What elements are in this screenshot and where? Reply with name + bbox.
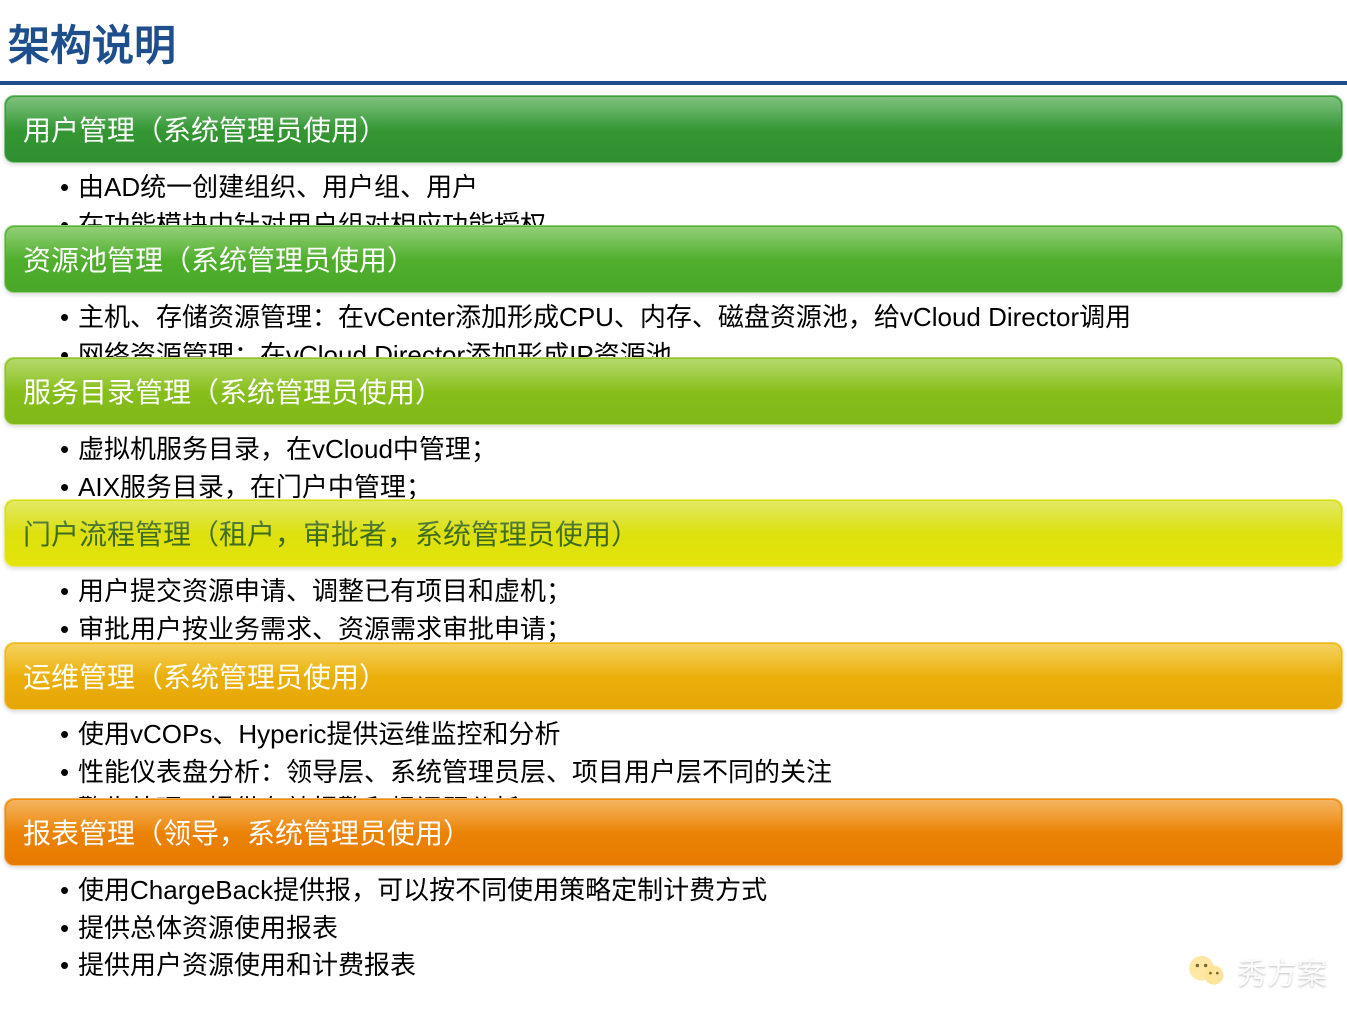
bullet-item: 性能仪表盘分析：领导层、系统管理员层、项目用户层不同的关注 xyxy=(60,754,1347,792)
bullet-item: 使用ChargeBack提供报，可以按不同使用策略定制计费方式 xyxy=(60,872,1347,910)
bullet-item: 使用vCOPs、Hyperic提供运维监控和分析 xyxy=(60,716,1347,754)
bullet-item: AIX服务目录，在门户中管理； xyxy=(60,469,1347,499)
section-title: 用户管理（系统管理员使用） xyxy=(23,109,387,149)
bullet-item: 在功能模块中针对用户组对相应功能授权 xyxy=(60,207,1347,225)
bullet-item: 提供用户资源使用和计费报表 xyxy=(60,947,1347,985)
wechat-icon xyxy=(1185,949,1229,993)
section-header-resource-pool: 资源池管理（系统管理员使用） xyxy=(4,225,1343,293)
section-header-ops-mgmt: 运维管理（系统管理员使用） xyxy=(4,642,1343,710)
bullet-item: 审批用户按业务需求、资源需求审批申请； xyxy=(60,611,1347,642)
page-title: 架构说明 xyxy=(0,0,1347,81)
section-body-ops-mgmt: 使用vCOPs、Hyperic提供运维监控和分析性能仪表盘分析：领导层、系统管理… xyxy=(0,710,1347,798)
section-ops-mgmt: 运维管理（系统管理员使用） 使用vCOPs、Hyperic提供运维监控和分析性能仪… xyxy=(0,642,1347,798)
section-portal-flow: 门户流程管理（租户，审批者，系统管理员使用） 用户提交资源申请、调整已有项目和虚机… xyxy=(0,499,1347,642)
section-title: 门户流程管理（租户，审批者，系统管理员使用） xyxy=(23,513,639,553)
section-service-catalog: 服务目录管理（系统管理员使用） 虚拟机服务目录，在vCloud中管理；AIX服务目… xyxy=(0,357,1347,499)
section-body-resource-pool: 主机、存储资源管理：在vCenter添加形成CPU、内存、磁盘资源池，给vClo… xyxy=(0,293,1347,357)
section-resource-pool: 资源池管理（系统管理员使用） 主机、存储资源管理：在vCenter添加形成CPU、… xyxy=(0,225,1347,357)
section-title: 报表管理（领导，系统管理员使用） xyxy=(23,812,471,852)
section-body-report-mgmt: 使用ChargeBack提供报，可以按不同使用策略定制计费方式提供总体资源使用报… xyxy=(0,866,1347,991)
sections-container: 用户管理（系统管理员使用） 由AD统一创建组织、用户组、用户在功能模块中针对用户组… xyxy=(0,95,1347,998)
bullet-item: 由AD统一创建组织、用户组、用户 xyxy=(60,169,1347,207)
section-body-user-mgmt: 由AD统一创建组织、用户组、用户在功能模块中针对用户组对相应功能授权 xyxy=(0,163,1347,225)
bullet-item: 网络资源管理：在vCloud Director添加形成IP资源池 xyxy=(60,337,1347,357)
watermark: 秀方案 xyxy=(1185,949,1327,993)
bullet-item: 提供总体资源使用报表 xyxy=(60,910,1347,948)
bullet-item: 用户提交资源申请、调整已有项目和虚机； xyxy=(60,573,1347,611)
section-title: 服务目录管理（系统管理员使用） xyxy=(23,371,443,411)
section-title: 资源池管理（系统管理员使用） xyxy=(23,239,415,279)
section-header-service-catalog: 服务目录管理（系统管理员使用） xyxy=(4,357,1343,425)
bullet-item: 警告处理：提供有效报警和根问题分析 xyxy=(60,791,1347,798)
bullet-item: 虚拟机服务目录，在vCloud中管理； xyxy=(60,431,1347,469)
section-header-user-mgmt: 用户管理（系统管理员使用） xyxy=(4,95,1343,163)
section-title: 运维管理（系统管理员使用） xyxy=(23,656,387,696)
bullet-item: 主机、存储资源管理：在vCenter添加形成CPU、内存、磁盘资源池，给vClo… xyxy=(60,299,1347,337)
watermark-text: 秀方案 xyxy=(1237,949,1327,993)
title-underline xyxy=(0,81,1347,85)
section-body-service-catalog: 虚拟机服务目录，在vCloud中管理；AIX服务目录，在门户中管理； xyxy=(0,425,1347,499)
section-report-mgmt: 报表管理（领导，系统管理员使用） 使用ChargeBack提供报，可以按不同使用策… xyxy=(0,798,1347,998)
section-header-report-mgmt: 报表管理（领导，系统管理员使用） xyxy=(4,798,1343,866)
section-body-portal-flow: 用户提交资源申请、调整已有项目和虚机；审批用户按业务需求、资源需求审批申请；管理… xyxy=(0,567,1347,642)
section-user-mgmt: 用户管理（系统管理员使用） 由AD统一创建组织、用户组、用户在功能模块中针对用户组… xyxy=(0,95,1347,225)
section-header-portal-flow: 门户流程管理（租户，审批者，系统管理员使用） xyxy=(4,499,1343,567)
